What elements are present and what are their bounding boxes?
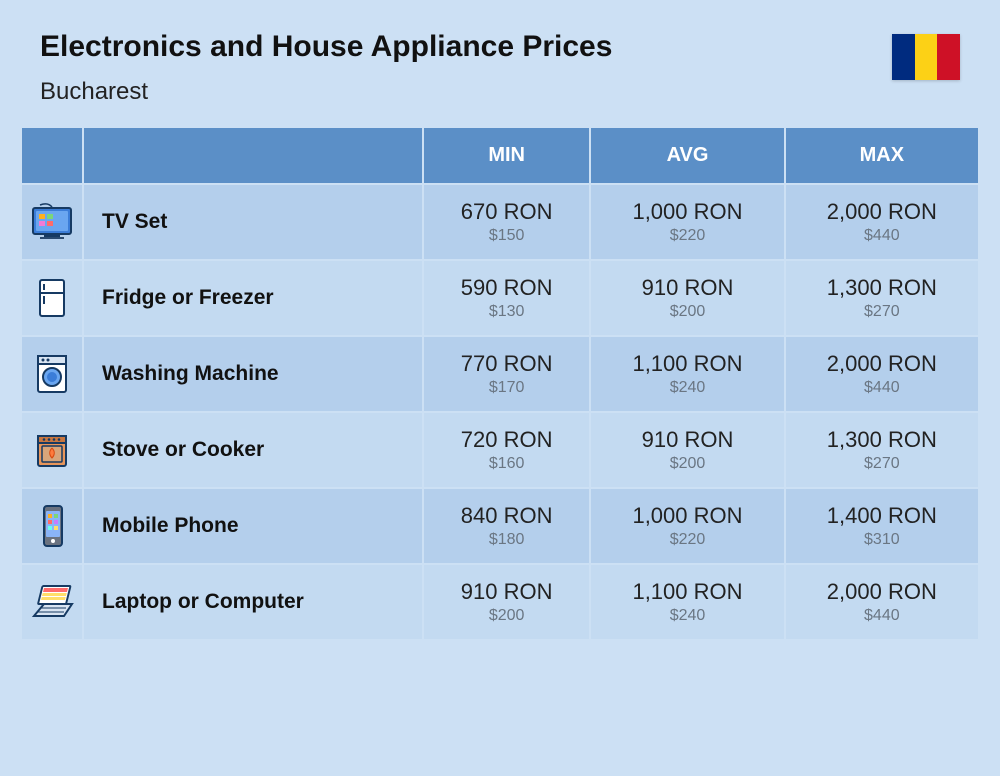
page-title: Electronics and House Appliance Prices (40, 30, 612, 64)
avg-cell: 1,100 RON $240 (590, 336, 784, 412)
max-ron: 2,000 RON (796, 351, 968, 377)
table-row: Mobile Phone 840 RON $180 1,000 RON $220… (21, 488, 979, 564)
flag-romania-icon (892, 34, 960, 80)
min-usd: $160 (434, 455, 579, 473)
header: Electronics and House Appliance Prices B… (20, 30, 980, 126)
min-cell: 670 RON $150 (423, 184, 590, 260)
min-ron: 840 RON (434, 503, 579, 529)
min-cell: 590 RON $130 (423, 260, 590, 336)
max-ron: 1,300 RON (796, 427, 968, 453)
max-usd: $270 (796, 455, 968, 473)
item-name: Mobile Phone (83, 488, 423, 564)
min-usd: $200 (434, 607, 579, 625)
max-cell: 2,000 RON $440 (785, 336, 979, 412)
item-name: Laptop or Computer (83, 564, 423, 640)
phone-icon (21, 488, 83, 564)
max-cell: 1,300 RON $270 (785, 260, 979, 336)
avg-ron: 910 RON (601, 427, 773, 453)
item-name: Washing Machine (83, 336, 423, 412)
max-cell: 2,000 RON $440 (785, 564, 979, 640)
table-row: Washing Machine 770 RON $170 1,100 RON $… (21, 336, 979, 412)
min-ron: 590 RON (434, 275, 579, 301)
avg-ron: 1,100 RON (601, 351, 773, 377)
title-block: Electronics and House Appliance Prices B… (40, 30, 612, 106)
avg-cell: 1,000 RON $220 (590, 184, 784, 260)
max-ron: 1,400 RON (796, 503, 968, 529)
col-head-max: MAX (785, 127, 979, 184)
table-header-row: MIN AVG MAX (21, 127, 979, 184)
min-usd: $150 (434, 227, 579, 245)
max-cell: 1,300 RON $270 (785, 412, 979, 488)
max-usd: $440 (796, 227, 968, 245)
min-usd: $180 (434, 531, 579, 549)
max-usd: $270 (796, 303, 968, 321)
max-ron: 2,000 RON (796, 579, 968, 605)
min-cell: 770 RON $170 (423, 336, 590, 412)
avg-usd: $200 (601, 455, 773, 473)
min-cell: 910 RON $200 (423, 564, 590, 640)
laptop-icon (21, 564, 83, 640)
min-usd: $130 (434, 303, 579, 321)
washer-icon (21, 336, 83, 412)
min-cell: 720 RON $160 (423, 412, 590, 488)
page: Electronics and House Appliance Prices B… (0, 0, 1000, 661)
avg-cell: 910 RON $200 (590, 260, 784, 336)
avg-ron: 910 RON (601, 275, 773, 301)
col-head-avg: AVG (590, 127, 784, 184)
fridge-icon (21, 260, 83, 336)
min-usd: $170 (434, 379, 579, 397)
max-cell: 2,000 RON $440 (785, 184, 979, 260)
min-ron: 910 RON (434, 579, 579, 605)
avg-cell: 1,000 RON $220 (590, 488, 784, 564)
max-usd: $440 (796, 379, 968, 397)
min-ron: 670 RON (434, 199, 579, 225)
col-head-name (83, 127, 423, 184)
max-ron: 2,000 RON (796, 199, 968, 225)
col-head-min: MIN (423, 127, 590, 184)
stove-icon (21, 412, 83, 488)
min-ron: 720 RON (434, 427, 579, 453)
city-subtitle: Bucharest (40, 78, 612, 106)
avg-usd: $240 (601, 607, 773, 625)
min-ron: 770 RON (434, 351, 579, 377)
avg-cell: 910 RON $200 (590, 412, 784, 488)
item-name: TV Set (83, 184, 423, 260)
avg-ron: 1,000 RON (601, 199, 773, 225)
tv-icon (21, 184, 83, 260)
max-ron: 1,300 RON (796, 275, 968, 301)
item-name: Stove or Cooker (83, 412, 423, 488)
item-name: Fridge or Freezer (83, 260, 423, 336)
avg-usd: $200 (601, 303, 773, 321)
max-usd: $440 (796, 607, 968, 625)
avg-ron: 1,000 RON (601, 503, 773, 529)
table-row: Stove or Cooker 720 RON $160 910 RON $20… (21, 412, 979, 488)
avg-usd: $220 (601, 531, 773, 549)
max-cell: 1,400 RON $310 (785, 488, 979, 564)
min-cell: 840 RON $180 (423, 488, 590, 564)
col-head-icon (21, 127, 83, 184)
max-usd: $310 (796, 531, 968, 549)
table-row: Fridge or Freezer 590 RON $130 910 RON $… (21, 260, 979, 336)
table-row: TV Set 670 RON $150 1,000 RON $220 2,000… (21, 184, 979, 260)
avg-cell: 1,100 RON $240 (590, 564, 784, 640)
avg-usd: $240 (601, 379, 773, 397)
avg-ron: 1,100 RON (601, 579, 773, 605)
price-table: MIN AVG MAX TV Set 670 RON $150 1,000 RO… (20, 126, 980, 641)
table-row: Laptop or Computer 910 RON $200 1,100 RO… (21, 564, 979, 640)
avg-usd: $220 (601, 227, 773, 245)
